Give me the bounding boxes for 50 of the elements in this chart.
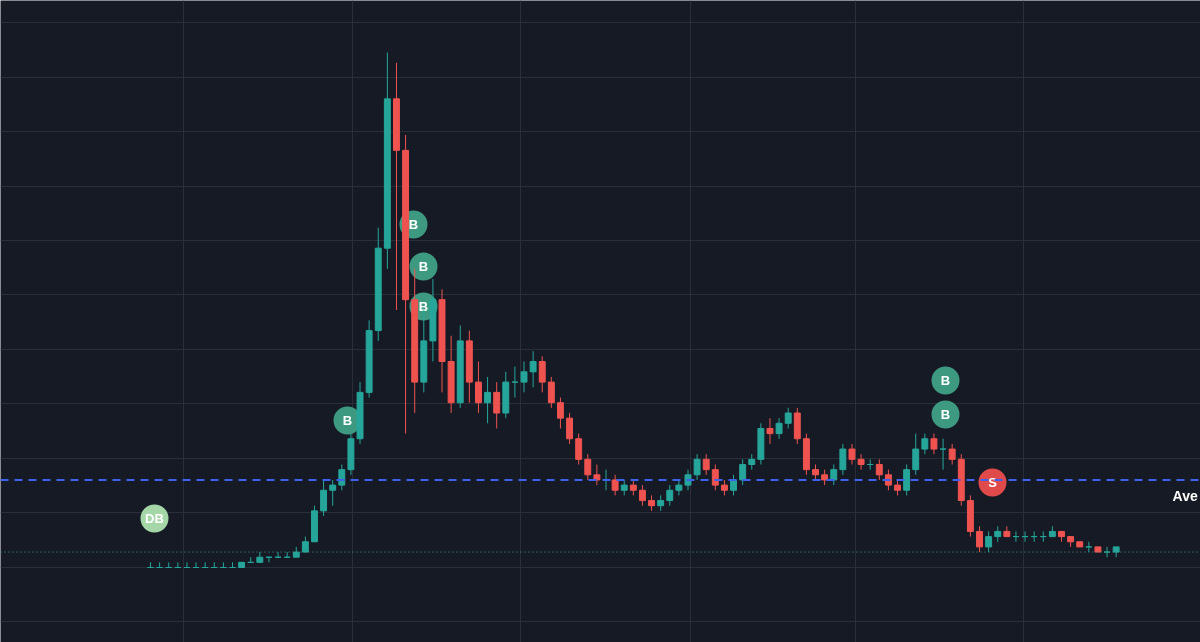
candlestick	[584, 453, 592, 481]
candlestick	[493, 381, 501, 429]
candlestick	[702, 453, 710, 476]
candlestick	[939, 438, 947, 471]
candlestick	[857, 453, 865, 471]
candlestick	[912, 433, 920, 476]
candlestick	[730, 474, 737, 496]
annotation: DB	[145, 511, 164, 526]
candlestick	[985, 530, 993, 553]
candlestick	[693, 453, 701, 481]
candlestick	[839, 443, 847, 476]
candlestick	[566, 412, 574, 445]
candlestick	[739, 458, 747, 486]
candlestick	[511, 366, 519, 399]
candlestick	[711, 464, 719, 491]
candlestick	[666, 484, 674, 507]
candlestick	[575, 433, 583, 465]
candlestick	[611, 474, 619, 496]
candlestick	[484, 376, 492, 424]
candlestick	[675, 479, 683, 496]
annotation: B	[408, 217, 419, 232]
candlestick	[538, 355, 546, 393]
candlestick	[593, 464, 601, 486]
candlestick	[529, 350, 537, 388]
candlestick	[921, 433, 929, 455]
candlestick	[547, 376, 555, 409]
candlestick	[338, 464, 346, 491]
annotation: B	[940, 407, 951, 422]
candlestick	[784, 407, 792, 429]
candlestick	[830, 464, 838, 486]
candlestick	[638, 484, 646, 507]
candlestick	[875, 458, 883, 481]
annotation: S	[988, 475, 998, 490]
annotation: B	[342, 413, 353, 428]
candlestick	[903, 464, 911, 496]
candlestick	[329, 479, 337, 507]
candlestick	[930, 433, 938, 455]
candlestick	[766, 417, 774, 445]
candlestick	[475, 361, 482, 414]
candlestick	[948, 443, 956, 465]
annotation: B	[940, 373, 951, 388]
candlestick	[976, 525, 983, 553]
annotation: B	[418, 299, 429, 314]
candlestick	[520, 361, 528, 393]
annotation: B	[418, 259, 429, 274]
candlestick	[320, 479, 328, 517]
candlestick	[848, 443, 856, 465]
candlestick	[775, 417, 783, 440]
ref-line-label: Ave	[1172, 487, 1198, 504]
candlestick	[556, 397, 564, 429]
